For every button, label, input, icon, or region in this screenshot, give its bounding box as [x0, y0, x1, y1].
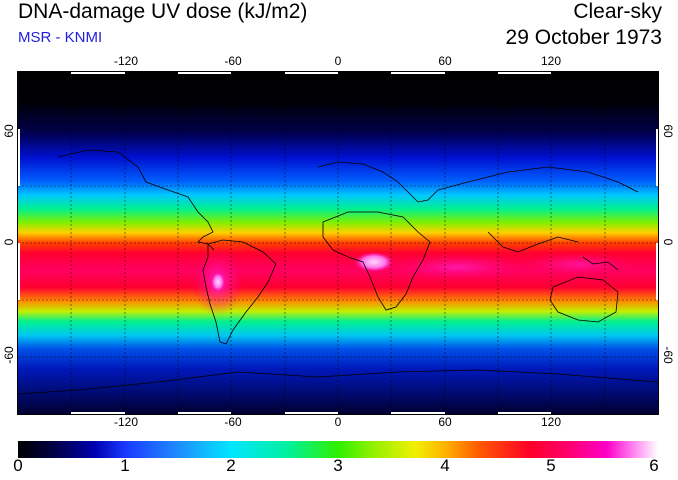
- colorbar-label: 4: [440, 456, 450, 475]
- colorbar-label: 5: [546, 456, 556, 475]
- graticule: [18, 72, 658, 414]
- colorbar-label: 2: [226, 456, 236, 475]
- indian-ocean-high-uv: [388, 253, 528, 281]
- lat-tick-left: -60: [2, 346, 16, 364]
- colorbar-label: 6: [649, 456, 659, 475]
- lon-tick-top: -120: [113, 54, 139, 68]
- map-svg: [18, 72, 658, 414]
- colorbar-label: 3: [333, 456, 343, 475]
- australia-coast: [549, 276, 619, 323]
- pacific-high-uv: [518, 252, 638, 276]
- andes-peak-uv: [211, 272, 225, 292]
- south-america-coast: [202, 239, 277, 345]
- lat-tick-right: -60: [661, 346, 675, 364]
- north-america-coast: [57, 149, 215, 251]
- lon-tick-bottom: -60: [224, 415, 242, 429]
- colorbar-label: 1: [120, 456, 130, 475]
- europe-coast: [317, 161, 439, 203]
- africa-coast: [322, 211, 431, 311]
- frame-ticks: [18, 72, 658, 414]
- lon-tick-bottom: 60: [438, 415, 452, 429]
- lon-tick-bottom: -120: [113, 415, 139, 429]
- date-label: 29 October 1973: [505, 26, 662, 49]
- coastlines: [18, 149, 658, 395]
- south-asia-coast: [487, 231, 579, 253]
- uv-dose-map: [17, 71, 659, 415]
- source-label: MSR - KNMI: [18, 29, 103, 46]
- colorbar-label: 0: [13, 456, 23, 475]
- lon-tick-bottom: 0: [334, 415, 342, 429]
- lon-tick-top: -60: [224, 54, 242, 68]
- lon-tick-top: 60: [438, 54, 452, 68]
- lat-tick-right: 0: [661, 238, 675, 246]
- lat-tick-left: 0: [2, 238, 16, 246]
- product-label: Clear-sky: [573, 0, 662, 23]
- lon-tick-top: 0: [334, 54, 342, 68]
- indonesia-coast: [582, 256, 619, 271]
- africa-peak-uv: [354, 252, 394, 272]
- lon-tick-top: 120: [540, 54, 562, 68]
- lon-tick-bottom: 120: [540, 415, 562, 429]
- lat-tick-right: 60: [661, 124, 675, 138]
- uv-dose-colorbar: [18, 441, 658, 458]
- lat-tick-left: 60: [2, 124, 16, 138]
- antarctica-coast: [18, 369, 658, 395]
- asia-coast: [437, 166, 639, 193]
- map-title: DNA-damage UV dose (kJ/m2): [18, 0, 308, 23]
